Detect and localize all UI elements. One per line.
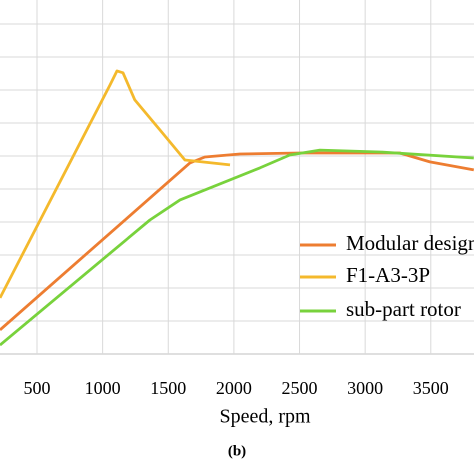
x-tick-label: 2500 — [282, 378, 318, 398]
x-tick-label: 1500 — [150, 378, 186, 398]
x-tick-label: 3500 — [413, 378, 449, 398]
legend-label: F1-A3-3P — [346, 263, 430, 287]
x-tick-label: 2000 — [216, 378, 252, 398]
x-axis-title: Speed, rpm — [219, 406, 311, 428]
x-tick-label: 1000 — [85, 378, 121, 398]
plot-area — [0, 0, 474, 355]
x-tick-label: 500 — [24, 378, 51, 398]
series-line — [0, 148, 474, 347]
series-line — [0, 69, 231, 299]
legend-label: Modular design — [346, 231, 474, 255]
legend-label: sub-part rotor — [346, 297, 461, 321]
caption: (b) — [228, 443, 246, 459]
x-tick-label: 3000 — [347, 378, 383, 398]
